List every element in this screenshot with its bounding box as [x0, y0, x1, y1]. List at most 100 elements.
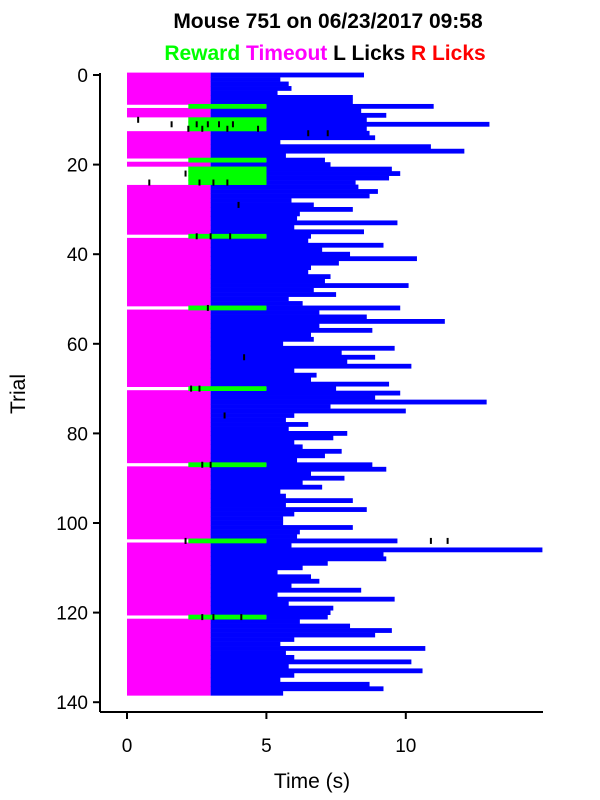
trial-bar [210, 641, 281, 647]
l-lick-mark [148, 179, 151, 186]
l-lick-mark [257, 125, 260, 132]
trial-bar [210, 238, 309, 244]
trial-bar [210, 180, 356, 185]
trial-bar [210, 681, 370, 687]
trial-bar [210, 323, 320, 329]
trial-bar [210, 377, 312, 383]
y-tick-label: 0 [77, 66, 88, 87]
trial-bar [210, 390, 401, 396]
l-lick-mark [184, 537, 187, 544]
trial-bar [210, 117, 367, 123]
trial-bar [210, 278, 325, 284]
l-lick-mark [429, 537, 432, 544]
l-lick-mark [206, 304, 209, 311]
trial-bar [210, 484, 323, 490]
trial-bar [210, 77, 281, 82]
trial-bar [210, 345, 395, 351]
trial-bar [210, 551, 384, 557]
trial-bar [210, 126, 367, 132]
l-lick-mark [190, 385, 193, 392]
trial-bar [210, 408, 406, 414]
l-lick-mark [212, 179, 215, 186]
reward-bar [188, 175, 267, 181]
trial-bar [210, 619, 300, 624]
trial-bar [210, 560, 328, 566]
l-lick-mark [243, 354, 246, 361]
trial-bar [210, 332, 312, 338]
reward-bar [188, 117, 267, 123]
reward-bar [188, 305, 267, 311]
l-lick-mark [229, 233, 232, 240]
trial-bar [210, 269, 309, 275]
l-lick-mark [307, 130, 310, 137]
trial-bar [210, 525, 353, 530]
legend-l-licks: L Licks [333, 42, 405, 65]
trial-bar [210, 121, 490, 127]
trial-bar [210, 256, 417, 262]
trial-bar [210, 86, 292, 91]
reward-bar [188, 103, 267, 109]
trial-bar [210, 417, 286, 423]
reward-bar [188, 386, 267, 391]
trial-bar [210, 193, 370, 199]
trial-bar [210, 171, 401, 176]
trial-bar [210, 569, 278, 575]
reward-bar [188, 614, 267, 620]
trial-bar [210, 166, 392, 172]
l-lick-mark [231, 121, 234, 128]
trial-bar [210, 135, 376, 141]
trial-bar [210, 413, 295, 418]
trial-bar [210, 672, 295, 678]
l-lick-mark [184, 170, 187, 177]
trial-bar [210, 511, 295, 517]
trial-bar [210, 650, 286, 656]
y-tick-label: 20 [67, 156, 88, 177]
trial-bar [210, 283, 409, 288]
trial-bar [210, 211, 300, 217]
trial-bar [210, 426, 289, 432]
trial-bar [210, 659, 412, 665]
trial-bar [210, 103, 434, 109]
trial-bar [210, 614, 328, 620]
ticks: 0 20 40 60 80 100 120 140 0 5 10 [56, 66, 416, 757]
trial-bar [210, 189, 378, 194]
trial-bar [210, 215, 298, 221]
legend-reward: Reward [164, 42, 240, 65]
trial-bar [210, 457, 298, 463]
reward-bar [188, 233, 267, 239]
trial-bar [210, 350, 342, 356]
l-lick-mark [218, 121, 221, 128]
trial-bar [210, 404, 331, 409]
trial-bar [210, 162, 331, 167]
l-lick-mark [198, 385, 201, 392]
trial-bar [210, 605, 334, 611]
trial-bar [210, 471, 312, 477]
trial-bar [210, 448, 342, 454]
trial-bar [210, 301, 303, 306]
trial-bar [210, 466, 387, 472]
reward-bar [188, 538, 267, 544]
trial-bar [210, 444, 303, 450]
trial-bar [210, 690, 284, 696]
trial-bar [210, 81, 289, 87]
chart-title-group: Mouse 751 on 06/23/2017 09:58 Reward Tim… [164, 10, 485, 65]
l-lick-mark [226, 125, 229, 132]
legend-r-licks: R Licks [411, 42, 486, 65]
trial-bar [210, 207, 353, 212]
trial-bar [210, 628, 392, 633]
trial-bar [210, 462, 373, 468]
trial-bar [210, 395, 376, 400]
trial-bar [210, 157, 325, 163]
trial-bar [210, 363, 412, 369]
trial-bar [210, 655, 295, 660]
trial-bar [210, 475, 345, 481]
trial-bar [210, 153, 286, 159]
trial-bar [210, 184, 359, 190]
l-lick-mark [212, 614, 215, 621]
l-lick-mark [137, 116, 140, 123]
trial-bar [210, 341, 284, 347]
trial-bar [210, 292, 337, 297]
trial-bar [210, 520, 284, 526]
axes [99, 73, 543, 713]
